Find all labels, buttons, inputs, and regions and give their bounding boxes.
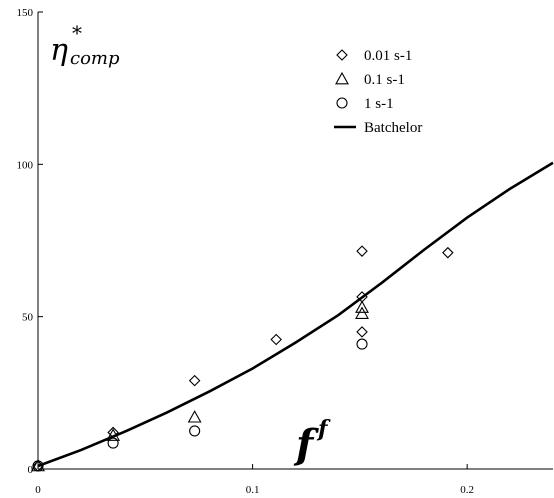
legend-label: Batchelor [364,120,422,136]
x-tick-label: 0 [35,484,41,496]
x-tick-label: 0.1 [246,484,260,496]
triangle-point [355,306,369,319]
triangle-point [187,410,202,423]
legend-diamond-swatch [336,49,348,61]
triangle-point [106,428,121,441]
circle-point [32,460,44,472]
x-axis-label-main: f [293,421,319,468]
y-tick-label: 50 [22,312,34,324]
x-tick-label: 0.2 [460,484,474,496]
batchelor-curve-group [37,161,554,468]
y-tick-label: 150 [17,7,34,19]
legend-triangle-swatch [335,71,349,85]
diamond-point [442,246,454,259]
diamond-point [356,245,368,257]
circle-point [356,338,368,350]
legend-label: 0.1 s-1 [364,72,405,88]
x-axis-label-sup: f [316,416,331,442]
circle-point [107,437,119,449]
x-axis-label: f f [293,416,331,468]
circle-point [189,425,201,437]
axes [37,11,553,470]
diamond-point [188,374,201,387]
diamond-point [107,426,119,439]
diamond-point [356,326,368,338]
triangle-point [355,300,369,313]
legend-circle-swatch [336,97,348,109]
legend: 0.01 s-1 0.1 s-1 1 s-1 Batchelor [334,48,422,136]
y-axis-label-main: η [50,33,68,68]
y-axis-label-sub: comp [70,48,120,69]
y-axis-label: η * comp [50,21,120,69]
y-tick-label: 0 [28,464,34,476]
diamond-point [270,333,282,346]
data-markers [31,245,454,472]
batchelor-curve [37,161,554,468]
legend-label: 1 s-1 [364,96,394,112]
y-tick-label: 100 [17,159,34,171]
y-axis-label-sup: * [72,21,82,45]
legend-label: 0.01 s-1 [364,48,412,64]
tick-labels: 0 50 100 150 0 0.1 0.2 [17,7,475,496]
